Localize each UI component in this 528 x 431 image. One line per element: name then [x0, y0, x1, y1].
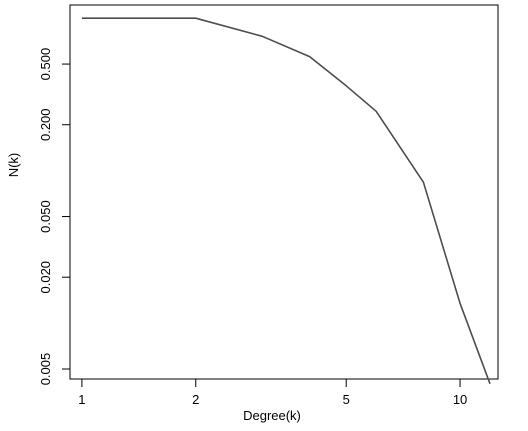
series-line: [81, 17, 491, 385]
x-tick-label: 1: [78, 392, 85, 407]
x-axis: 1 2 5 10: [78, 378, 467, 407]
y-tick-label: 0.500: [38, 48, 53, 81]
y-tick-label: 0.200: [38, 108, 53, 141]
y-tick-label: 0.005: [38, 353, 53, 386]
x-tick-label: 10: [453, 392, 467, 407]
y-tick-label: 0.050: [38, 200, 53, 233]
x-tick-label: 2: [192, 392, 199, 407]
series-layer: [81, 17, 491, 385]
x-axis-title: Degree(k): [243, 408, 301, 423]
y-tick-label: 0.020: [38, 261, 53, 294]
y-axis: 0.005 0.020 0.050 0.200 0.500: [38, 48, 71, 386]
y-axis-title: N(k): [6, 153, 21, 178]
plot-frame: [69, 4, 499, 380]
x-tick-label: 5: [343, 392, 350, 407]
